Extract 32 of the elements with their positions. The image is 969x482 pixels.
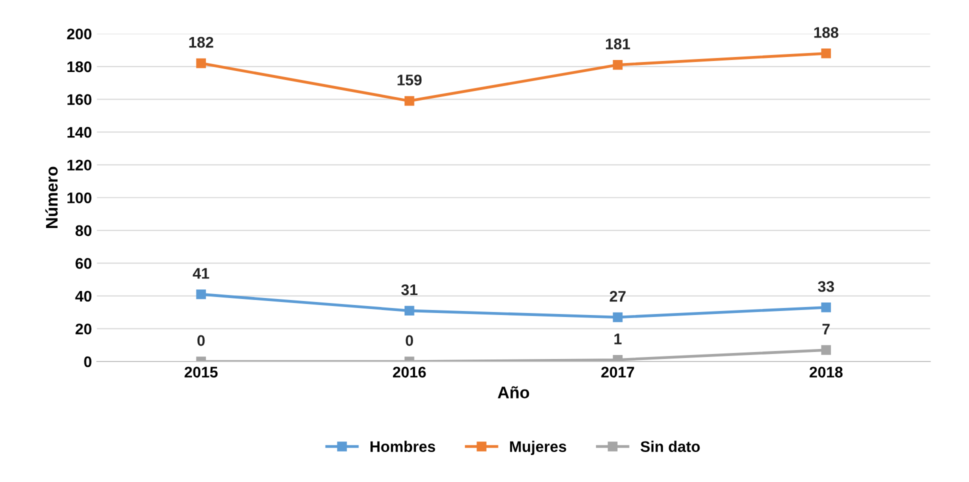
x-tick-label: 2017 [601,366,634,378]
data-label: 27 [610,290,626,302]
x-tick-label: 2018 [810,366,843,378]
data-label: 0 [406,335,414,346]
data-label: 31 [401,284,418,296]
x-tick-label: 2016 [392,366,426,378]
y-tick-label: 120 [68,160,92,171]
data-label: 33 [818,281,834,292]
data-label: 188 [814,27,838,38]
data-label: 7 [822,324,830,334]
y-tick-label: 160 [68,94,92,105]
data-label: 41 [192,268,210,279]
legend-label: Sin dato [640,440,700,452]
x-tick-label: 2015 [184,366,218,378]
data-label: 182 [189,36,214,48]
data-label: 1 [614,334,622,344]
data-label: 0 [197,335,205,346]
x-axis-title: Año [498,386,530,398]
y-tick-label: 0 [84,356,92,368]
y-tick-label: 20 [76,324,92,334]
y-tick-label: 100 [68,192,92,204]
data-label: 159 [398,74,422,86]
y-tick-label: 80 [76,225,92,236]
y-tick-label: 60 [76,258,92,269]
legend-label: Mujeres [510,440,566,456]
legend-label: Hombres [370,440,436,452]
y-tick-label: 40 [75,290,92,302]
y-axis-title: Número [45,166,58,228]
data-label: 181 [606,38,630,50]
y-tick-label: 180 [68,61,92,72]
y-tick-label: 200 [67,28,92,40]
y-tick-label: 140 [68,126,92,138]
